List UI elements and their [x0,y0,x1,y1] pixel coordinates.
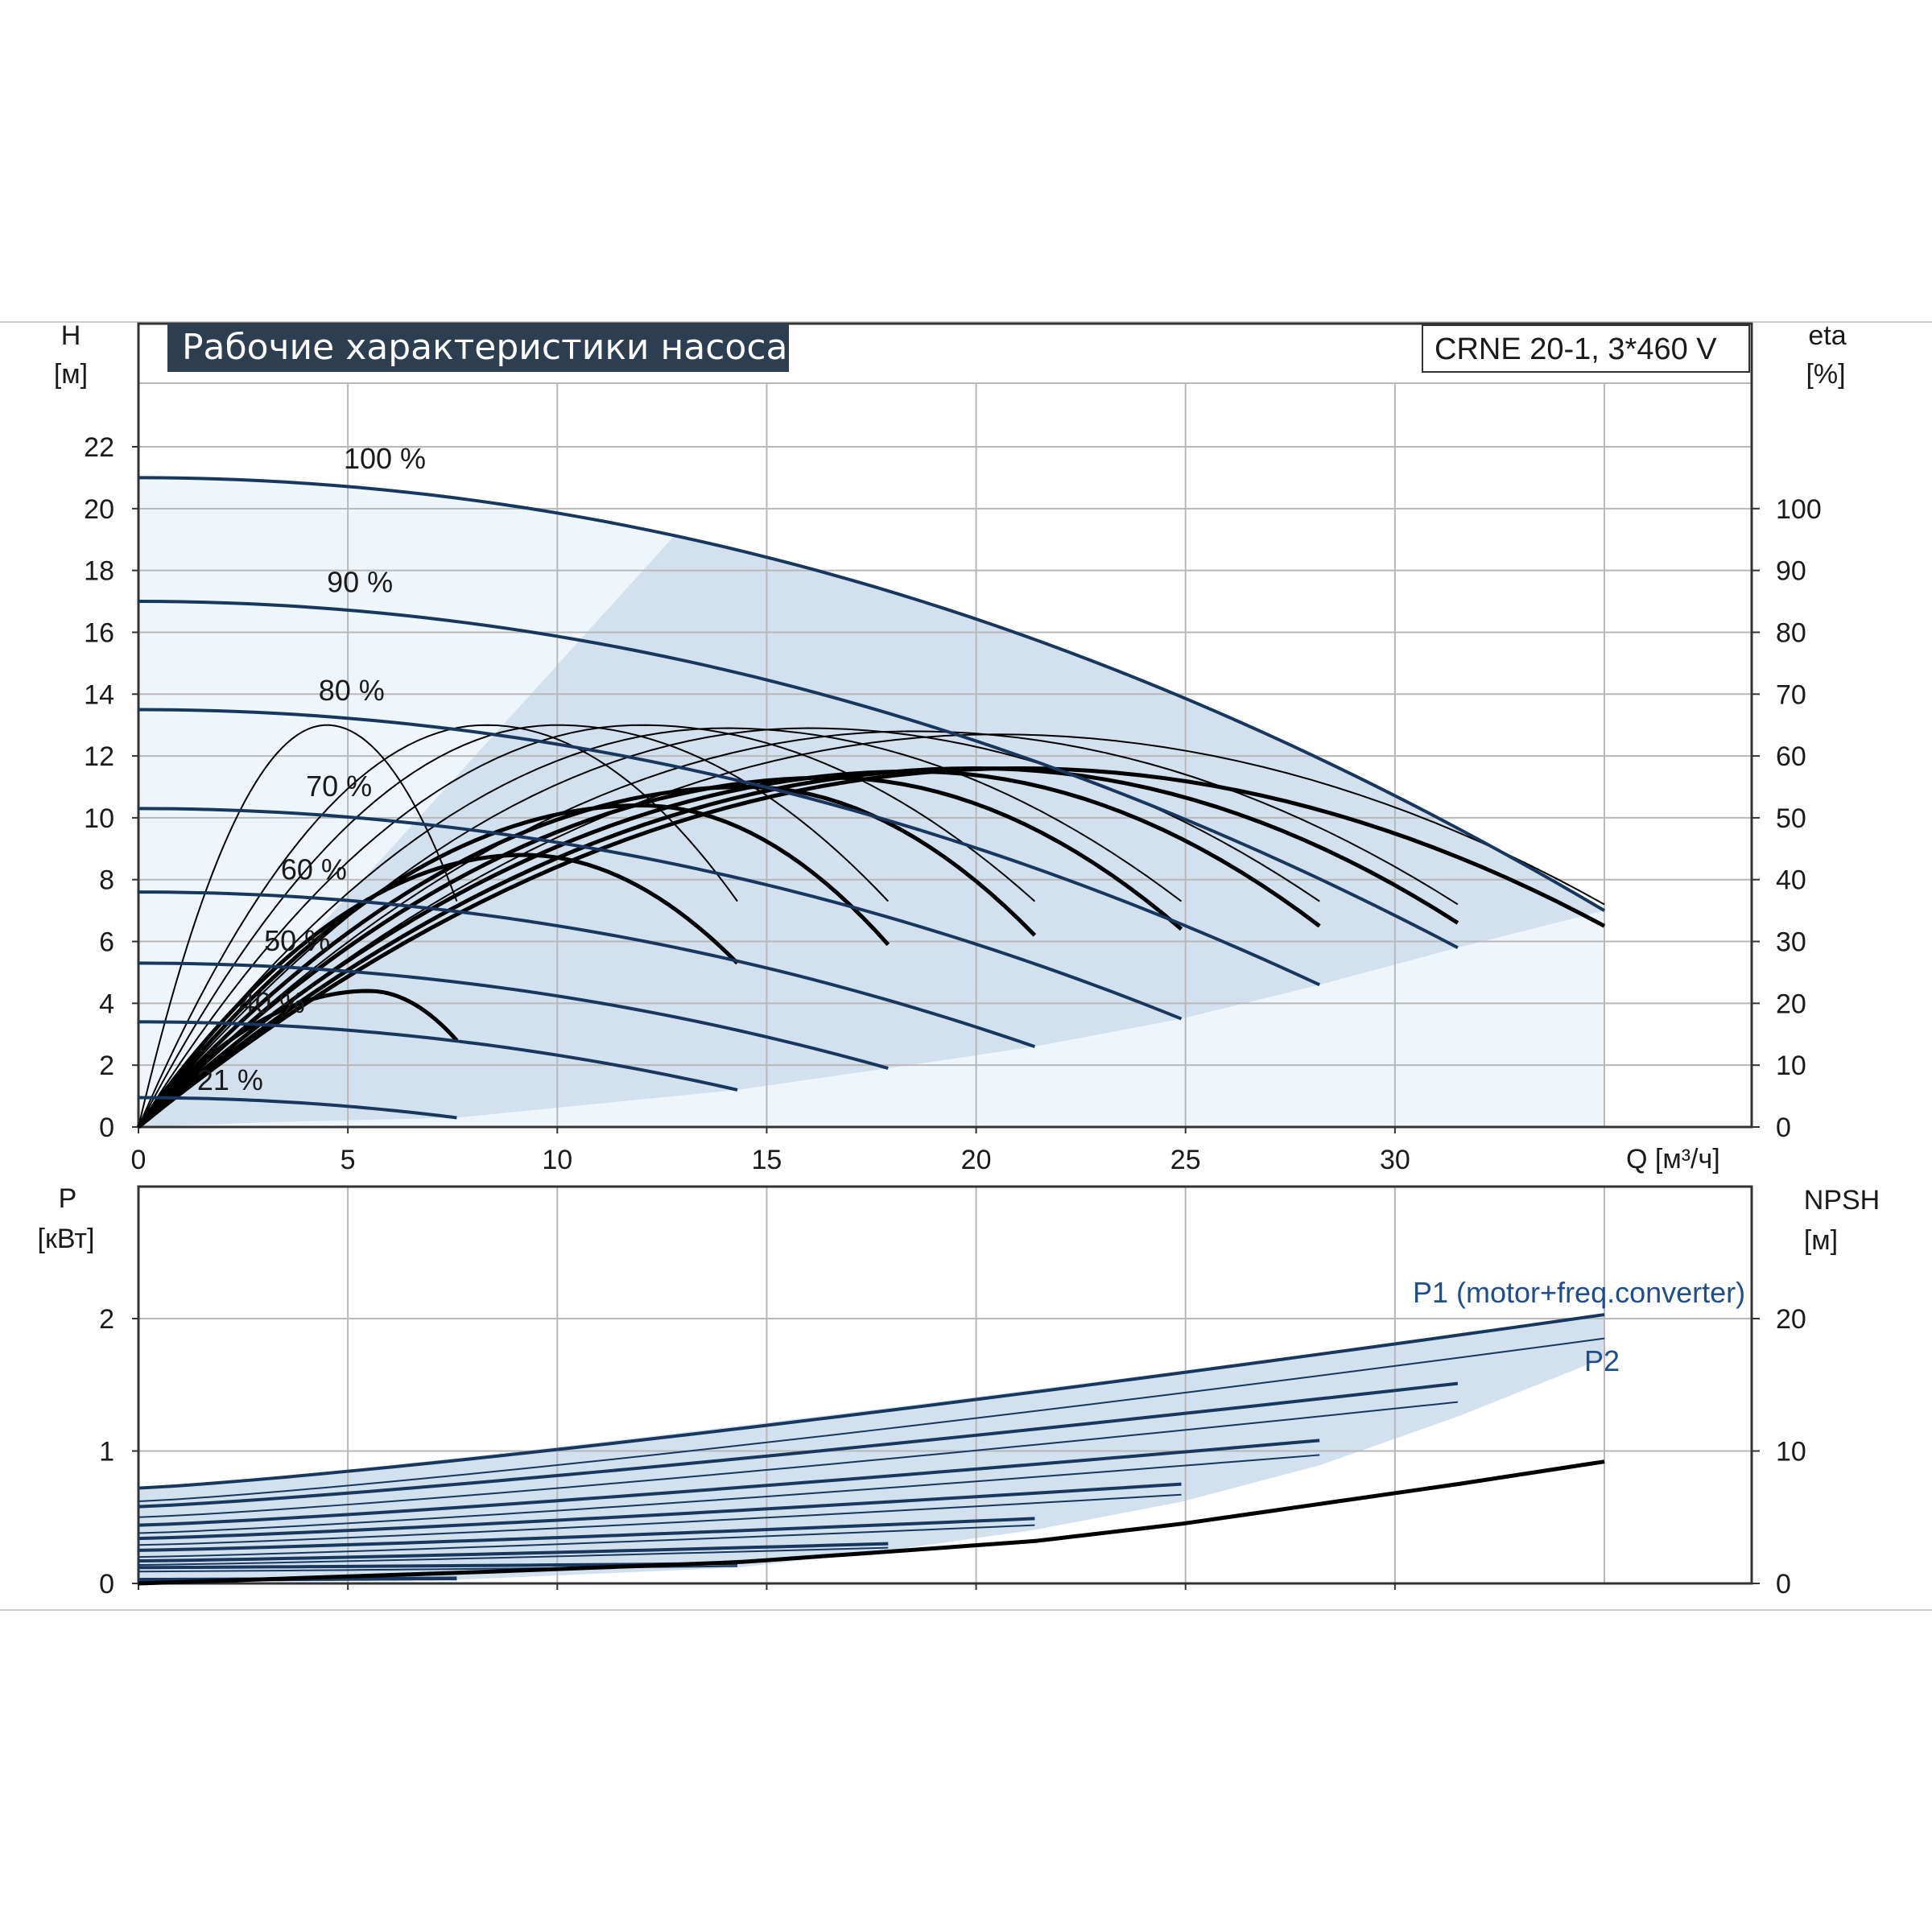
y-tick-label: 6 [99,927,114,958]
y-tick-label: 2 [99,1304,114,1335]
power-area [138,1315,1604,1583]
speed-label: 90 % [327,566,393,599]
y-tick-label: 10 [84,803,114,834]
y-tick-label: 16 [84,617,114,648]
y2-tick-label: 60 [1776,741,1806,772]
y-tick-label: 1 [99,1437,114,1468]
npsh-axis-unit: [м] [1804,1225,1838,1256]
y2-tick-label: 40 [1776,865,1806,896]
efficiency-curve [138,724,458,1128]
speed-label: 40 % [239,986,305,1019]
p2-curve [138,1401,1459,1518]
head-curve [138,961,889,1070]
speed-label: 50 % [264,924,330,957]
speed-label: 21 % [197,1063,263,1096]
operating-area-dark [138,535,1604,1127]
y-axis-unit: [м] [54,359,88,390]
p2-series-label: P2 [1584,1344,1620,1377]
y-tick-label: 22 [84,432,114,463]
y-tick-label: 2 [99,1051,114,1081]
y2-tick-label: 0 [1776,1569,1791,1600]
y2-tick-label: 10 [1776,1051,1806,1081]
y2-axis-unit: [%] [1806,359,1845,390]
p2-curve [138,1524,1035,1558]
head-plot: 0246810121416182022010203040506070809010… [84,322,1822,1175]
efficiency-curve [138,727,1183,1128]
head-curve [138,807,1183,1021]
y-tick-label: 4 [99,989,114,1019]
x-tick-label: 20 [961,1145,992,1175]
head-curve [138,476,1606,912]
p2-curve [138,1454,1320,1534]
efficiency-curve [138,730,1459,1128]
power-plot-frame [137,1185,1753,1585]
efficiency-curve-bold [137,766,1606,1129]
speed-label: 100 % [344,442,426,475]
efficiency-curve-bold [137,803,890,1129]
x-tick-label: 10 [542,1145,572,1175]
y-tick-label: 0 [99,1113,114,1143]
y-tick-label: 20 [84,494,114,525]
x-tick-label: 25 [1170,1145,1201,1175]
y-tick-label: 0 [99,1569,114,1600]
x-axis-label: Q [м³/ч] [1626,1144,1720,1174]
y-axis-name: H [61,320,81,351]
x-tick-label: 15 [752,1145,782,1175]
y-tick-label: 12 [84,741,114,772]
y2-tick-label: 50 [1776,803,1806,834]
y2-tick-label: 20 [1776,989,1806,1019]
p1-curve [138,1439,1320,1527]
head-curve [138,1020,738,1092]
speed-label: 60 % [281,853,347,886]
head-curve [138,600,1459,950]
p1-curve [138,1381,1459,1509]
p2-curve [138,1337,1605,1503]
y-tick-label: 8 [99,865,114,896]
x-tick-label: 5 [341,1145,356,1175]
npsh-curve [138,1459,1605,1586]
p1-curve [138,1482,1182,1541]
y2-tick-label: 70 [1776,679,1806,710]
efficiency-curve-bold [137,775,1183,1129]
power-axis-name: P [59,1183,77,1214]
title-box [167,324,789,372]
efficiency-curve-bold [136,852,739,1129]
y2-tick-label: 90 [1776,556,1806,587]
y2-tick-label: 100 [1776,494,1822,525]
x-tick-label: 30 [1380,1145,1410,1175]
speed-label: 70 % [306,770,372,803]
head-plot-frame [137,322,1753,1129]
y2-tick-label: 10 [1776,1437,1806,1468]
y-tick-label: 14 [84,679,114,710]
y2-tick-label: 20 [1776,1304,1806,1335]
efficiency-curve-bold [137,766,1459,1129]
chart-title: Рабочие характеристики насоса [182,327,787,368]
y2-tick-label: 0 [1776,1113,1791,1143]
y2-tick-label: 80 [1776,617,1806,648]
p1-curve [138,1313,1605,1490]
p1-curve [138,1542,889,1563]
y-tick-label: 18 [84,556,114,587]
p1-curve [138,1517,1035,1552]
head-curve [138,708,1321,987]
efficiency-curve-bold [137,785,1037,1129]
model-box [1422,324,1750,373]
y2-tick-label: 30 [1776,927,1806,958]
p2-curve [138,1546,889,1566]
speed-label: 80 % [319,674,385,707]
p1-series-label: P1 (motor+freq.converter) [1413,1276,1745,1309]
power-axis-unit: [кВт] [38,1224,95,1254]
head-curve [138,890,1036,1049]
x-tick-label: 0 [131,1145,147,1175]
efficiency-curve [138,733,1605,1128]
head-curve [138,1096,457,1120]
efficiency-curve [138,724,1036,1128]
y2-axis-name: eta [1808,320,1846,351]
model-label: CRNE 20-1, 3*460 V [1435,332,1717,366]
npsh-axis-name: NPSH [1804,1185,1880,1216]
efficiency-curve [138,724,738,1128]
p2-curve [138,1493,1182,1546]
